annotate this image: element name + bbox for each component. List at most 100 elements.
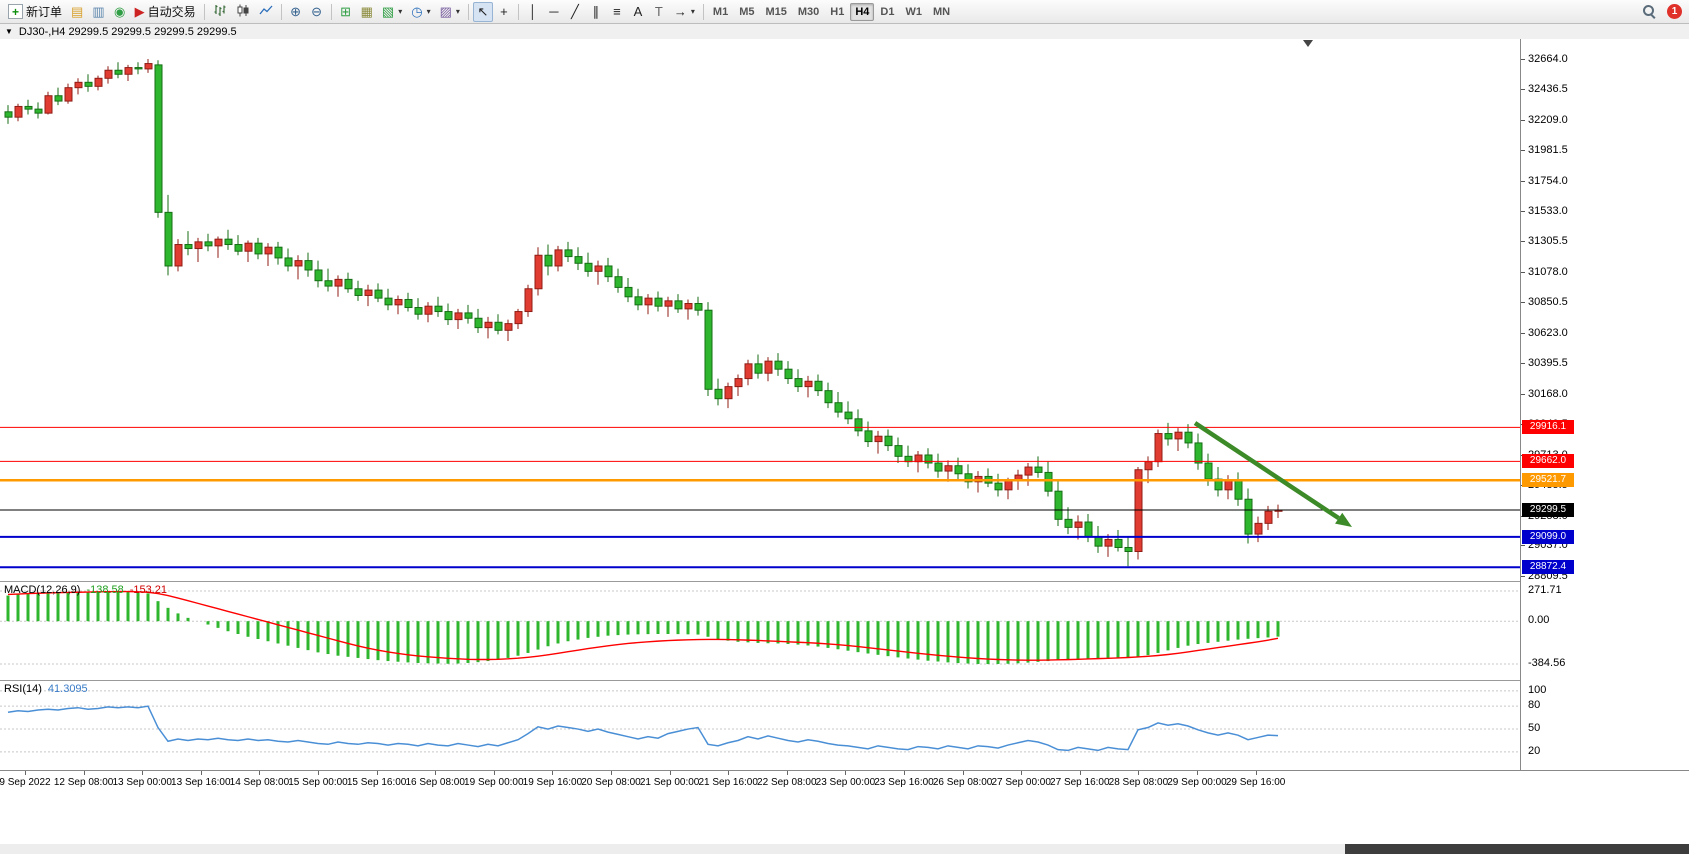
time-axis-label: 16 Sep 08:00 [405,777,465,788]
candlestick-chart-button[interactable] [232,2,254,22]
timeframe-button-mn[interactable]: MN [928,3,955,21]
new-order-button-label: 新订单 [26,5,63,19]
fibonacci-button[interactable]: ≡ [607,2,627,22]
macd-signal-value: -153.21 [129,584,168,596]
macd-pane[interactable]: MACD(12,26,9) -138.58 -153.21 [0,581,1520,680]
cursor-button[interactable]: ↖ [472,1,493,22]
time-axis-label: 27 Sep 00:00 [991,777,1051,788]
rsi-axis-label: 100 [1528,683,1547,696]
rsi-indicator-label: RSI(14) 41.3095 [4,683,88,695]
search-icon [1643,5,1656,18]
toolbar-separator [330,3,332,20]
channel-button[interactable]: ∥ [586,2,606,22]
timeframe-button-h4[interactable]: H4 [850,2,875,21]
axis-tick [25,771,26,775]
search-button[interactable] [1639,2,1660,22]
time-axis-label: 28 Sep 08:00 [1108,777,1169,788]
vertical-line-icon: │ [528,4,537,19]
scrollbar-thumb[interactable] [1345,844,1689,854]
price-tag: 29662.0 [1522,454,1574,469]
axis-tick [1079,771,1081,775]
zoom-in-button[interactable]: ⊕ [286,2,306,22]
vertical-line-button[interactable]: │ [523,2,543,22]
axis-tick [1521,119,1525,121]
auto-trading-icon: ▶ [134,4,145,19]
line-chart-icon [259,4,273,20]
metaquotes-button[interactable]: ◉ [110,2,130,22]
trendline-button[interactable]: ╱ [565,2,585,22]
price-tag: 29916.1 [1522,420,1574,435]
time-axis-label: 20 Sep 08:00 [581,777,641,788]
price-axis-label: 31533.0 [1528,204,1568,217]
text-button[interactable]: A [628,2,648,22]
zoom-out-icon: ⊖ [311,4,323,19]
templates-button[interactable]: ▨ ▾ [436,2,464,22]
price-tag: 29521.7 [1522,473,1574,488]
time-axis-label: 26 Sep 08:00 [932,777,993,788]
timeframe-button-m1[interactable]: M1 [708,3,733,21]
candlestick-icon [236,4,250,20]
rsi-axis-label: 20 [1528,744,1541,757]
zoom-in-icon: ⊕ [290,4,302,19]
auto-trading-button[interactable]: ▶ 自动交易 [131,2,200,22]
axis-tick [552,771,554,775]
price-chart-pane[interactable] [0,24,1520,581]
axis-tick [1521,241,1525,243]
toolbar-separator [702,3,704,20]
text-label-button[interactable]: T [649,2,669,22]
horizontal-line-button[interactable]: ─ [544,2,564,22]
timeframe-button-m30[interactable]: M30 [793,3,824,21]
price-axis-label: 30850.5 [1528,296,1568,309]
timeframe-button-d1[interactable]: D1 [875,3,899,21]
time-axis-label: 27 Sep 16:00 [1050,777,1110,788]
time-axis[interactable]: 9 Sep 2022 12 Sep 08:00 13 Sep 00:00 13 Sep… [0,770,1689,795]
axis-tick [1521,210,1525,212]
toolbar-separator [203,3,205,20]
chart-shift-marker[interactable] [1303,40,1313,47]
axis-tick [1197,771,1198,775]
rsi-pane[interactable]: RSI(14) 41.3095 [0,680,1520,770]
price-tag: 29099.0 [1522,529,1574,544]
tile-windows-icon: ⊞ [340,4,352,19]
notification-badge[interactable]: 1 [1667,4,1682,19]
price-axis[interactable]: 32664.0 32436.5 32209.0 31981.5 31754.0 31533… [1520,24,1689,770]
macd-indicator-label: MACD(12,26,9) -138.58 -153.21 [4,584,167,596]
arrows-tool-button[interactable]: → ▾ [670,2,699,22]
market-watch-button[interactable]: ▥ [88,2,108,22]
time-axis-label: 13 Sep 00:00 [112,777,172,788]
horizontal-scrollbar[interactable] [0,844,1689,854]
crosshair-button[interactable]: + [494,2,514,22]
tile-windows-button[interactable]: ⊞ [336,2,356,22]
one-click-trading-toggle[interactable]: ▼ [5,26,13,36]
axis-tick [669,771,671,775]
crosshair-icon: + [500,4,508,19]
timeframe-button-h1[interactable]: H1 [825,3,849,21]
new-chart-button[interactable]: ▧ ▾ [378,2,406,22]
line-chart-button[interactable] [255,2,277,22]
price-axis-label: 30395.5 [1528,357,1568,370]
text-icon: A [633,4,643,19]
cursor-icon: ↖ [477,4,489,19]
rsi-name: RSI(14) [4,683,42,695]
periods-button[interactable]: ◷ ▾ [407,2,434,22]
axis-tick [1521,302,1525,304]
time-axis-label: 29 Sep 00:00 [1167,777,1227,788]
chart-title: DJ30-,H4 29299.5 29299.5 29299.5 29299.5 [18,25,237,38]
cascade-windows-button[interactable]: ▦ [357,2,377,22]
axis-tick [200,771,202,775]
axis-tick [259,771,261,775]
axis-tick [376,771,378,775]
timeframe-button-m15[interactable]: M15 [760,3,791,21]
horizontal-line-icon: ─ [549,4,559,19]
macd-name: MACD(12,26,9) [4,584,81,596]
timeframe-button-m5[interactable]: M5 [734,3,759,21]
time-axis-label: 14 Sep 08:00 [229,777,290,788]
zoom-out-button[interactable]: ⊖ [307,2,327,22]
price-axis-label: 31078.0 [1528,265,1568,278]
charts-button[interactable]: ▤ [67,2,87,22]
bar-chart-button[interactable] [209,2,231,22]
timeframe-button-w1[interactable]: W1 [900,3,927,21]
axis-tick [1521,393,1525,395]
new-order-button[interactable]: + 新订单 [4,2,66,22]
time-axis-label: 15 Sep 16:00 [346,777,407,788]
